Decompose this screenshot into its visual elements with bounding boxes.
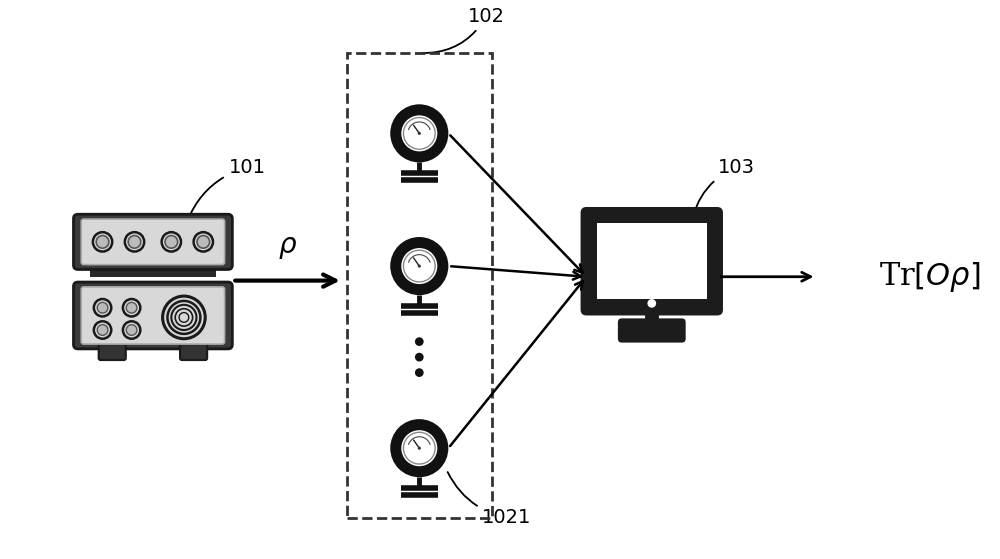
Circle shape [125,232,144,252]
FancyBboxPatch shape [99,343,126,360]
Circle shape [415,337,424,346]
FancyBboxPatch shape [618,319,686,343]
Text: Tr$[O\rho]$: Tr$[O\rho]$ [879,260,981,293]
Bar [597,224,707,299]
Circle shape [418,447,421,450]
Circle shape [401,430,437,466]
Circle shape [390,419,448,477]
Circle shape [390,105,448,163]
Circle shape [94,299,111,316]
Circle shape [194,232,213,252]
Circle shape [94,321,111,339]
FancyBboxPatch shape [180,343,207,360]
Bar [90,265,216,277]
Text: 1021: 1021 [448,472,532,527]
Text: 102: 102 [422,7,505,53]
Text: 103: 103 [693,158,755,216]
Circle shape [647,299,656,307]
Circle shape [123,299,140,316]
FancyBboxPatch shape [81,287,225,344]
Circle shape [197,235,210,248]
FancyBboxPatch shape [81,219,225,264]
Circle shape [403,117,435,149]
Circle shape [123,321,140,339]
Circle shape [126,302,137,313]
FancyBboxPatch shape [581,207,723,315]
Circle shape [96,235,109,248]
FancyBboxPatch shape [73,214,232,269]
Circle shape [97,302,108,313]
Circle shape [418,132,421,135]
Circle shape [415,368,424,377]
Circle shape [401,115,437,151]
Bar [347,53,492,518]
Circle shape [390,237,448,295]
Circle shape [97,325,108,335]
Text: 101: 101 [188,158,265,220]
Circle shape [93,232,112,252]
Circle shape [401,248,437,284]
FancyBboxPatch shape [73,282,232,349]
Circle shape [403,432,435,464]
Circle shape [162,232,181,252]
Circle shape [418,264,421,268]
Circle shape [403,250,435,282]
Text: $\rho$: $\rho$ [278,234,297,261]
Circle shape [415,353,424,362]
Circle shape [126,325,137,335]
Circle shape [128,235,141,248]
Circle shape [165,235,178,248]
